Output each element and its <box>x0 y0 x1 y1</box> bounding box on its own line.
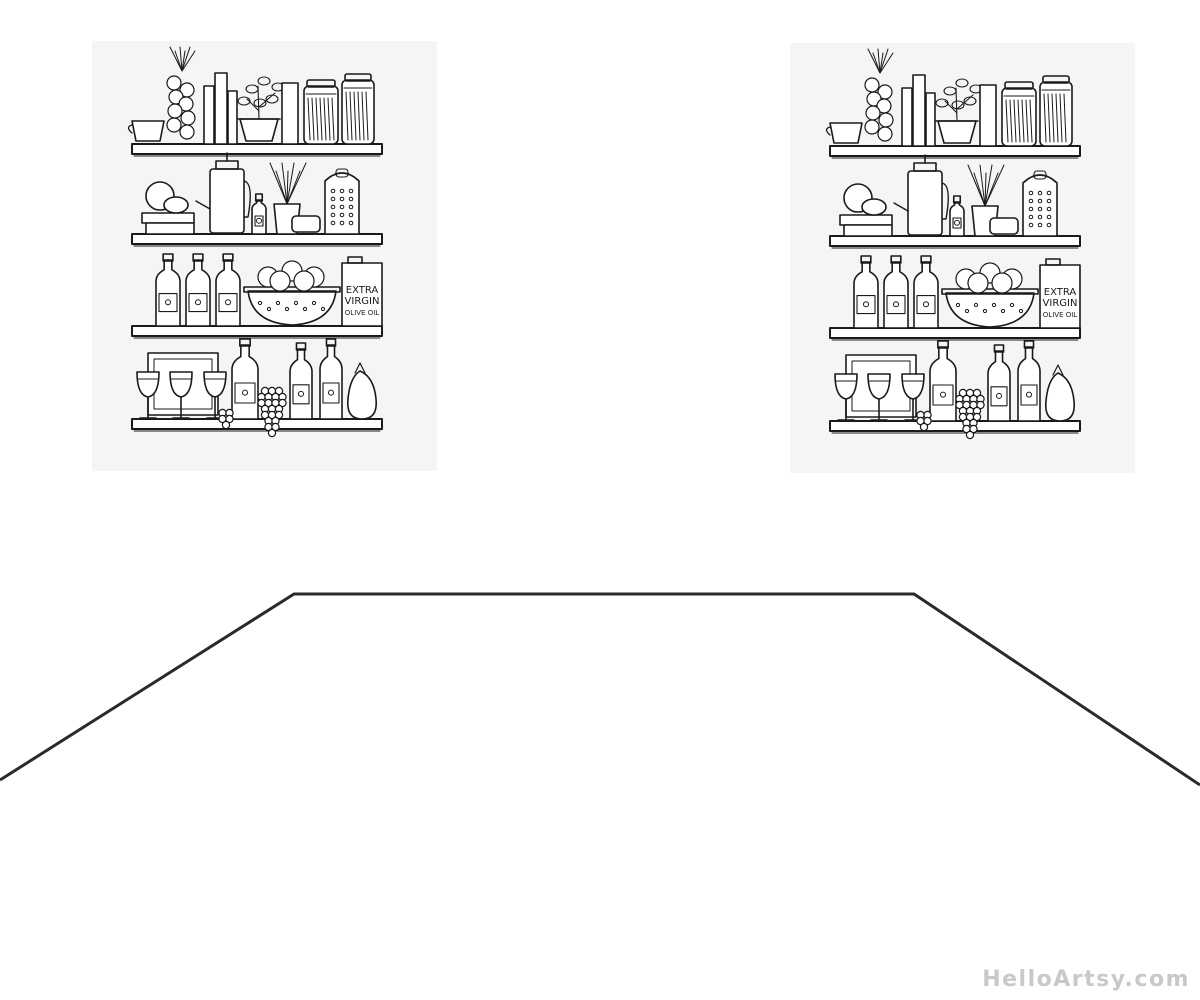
shelf-board <box>829 145 1081 159</box>
oil-bottle-icon <box>155 253 181 327</box>
wine-bottle-icon <box>987 344 1011 422</box>
wine-glass-icon <box>901 373 925 421</box>
oil-bottle-icon <box>853 255 879 329</box>
pasta-jar-icon <box>1001 81 1037 147</box>
pantry-drawing-left: EXTRA VIRGIN OLIVE OIL <box>92 41 437 471</box>
herb-pot-icon <box>967 164 1019 237</box>
shelf-board <box>829 327 1081 341</box>
books-icon <box>901 74 936 147</box>
can-label-text: VIRGIN <box>345 296 380 307</box>
pasta-jar-icon <box>303 79 339 145</box>
potted-plant-icon <box>237 76 285 142</box>
can-label-text: EXTRA <box>346 285 379 296</box>
books-icon <box>203 72 238 145</box>
cup-icon <box>825 122 863 144</box>
colander-icon <box>941 262 1039 328</box>
watermark: HelloArtsy.com <box>982 967 1190 992</box>
lemons-icon <box>839 183 893 237</box>
wine-bottle-icon <box>1017 340 1041 422</box>
shelf-board <box>131 325 383 339</box>
box-icon <box>281 82 299 145</box>
grater-icon <box>324 168 360 235</box>
french-press-icon <box>195 152 251 234</box>
wine-glass-icon <box>169 371 193 419</box>
oil-bottle-icon <box>215 253 241 327</box>
herb-pot-icon <box>269 162 321 235</box>
oil-bottle-icon <box>913 255 939 329</box>
oil-bottle-icon <box>883 255 909 329</box>
eggplant-icon <box>346 362 378 420</box>
lemons-icon <box>141 181 195 235</box>
spaghetti-jar-icon <box>1039 75 1073 147</box>
wine-glass-icon <box>203 371 227 419</box>
colander-icon <box>243 260 341 326</box>
wine-bottle-icon <box>319 338 343 420</box>
garlic-braid-icon <box>864 48 894 142</box>
wine-bottle-icon <box>289 342 313 420</box>
wine-bottle-icon <box>231 338 259 420</box>
small-bottle-icon <box>949 195 965 237</box>
oil-bottle-icon <box>185 253 211 327</box>
wine-glass-icon <box>834 373 858 421</box>
shelf-board <box>131 143 383 157</box>
can-label-text: VIRGIN <box>1043 298 1078 309</box>
grapes-icon <box>955 388 985 440</box>
cup-icon <box>127 120 165 142</box>
grapes-icon <box>218 408 234 430</box>
grapes-icon <box>257 386 287 438</box>
can-label-text: OLIVE OIL <box>345 309 379 317</box>
wine-glass-icon <box>136 371 160 419</box>
pantry-drawing-right: EXTRA VIRGIN OLIVE OIL <box>790 43 1135 473</box>
small-bottle-icon <box>251 193 267 235</box>
eggplant-icon <box>1044 364 1076 422</box>
box-icon <box>979 84 997 147</box>
garlic-braid-icon <box>166 46 196 140</box>
grapes-icon <box>916 410 932 432</box>
can-label-text: OLIVE OIL <box>1043 311 1077 319</box>
grater-icon <box>1022 170 1058 237</box>
spaghetti-jar-icon <box>341 73 375 145</box>
french-press-icon <box>893 154 949 236</box>
wine-bottle-icon <box>929 340 957 422</box>
can-label-text: EXTRA <box>1044 287 1077 298</box>
wine-glass-icon <box>867 373 891 421</box>
